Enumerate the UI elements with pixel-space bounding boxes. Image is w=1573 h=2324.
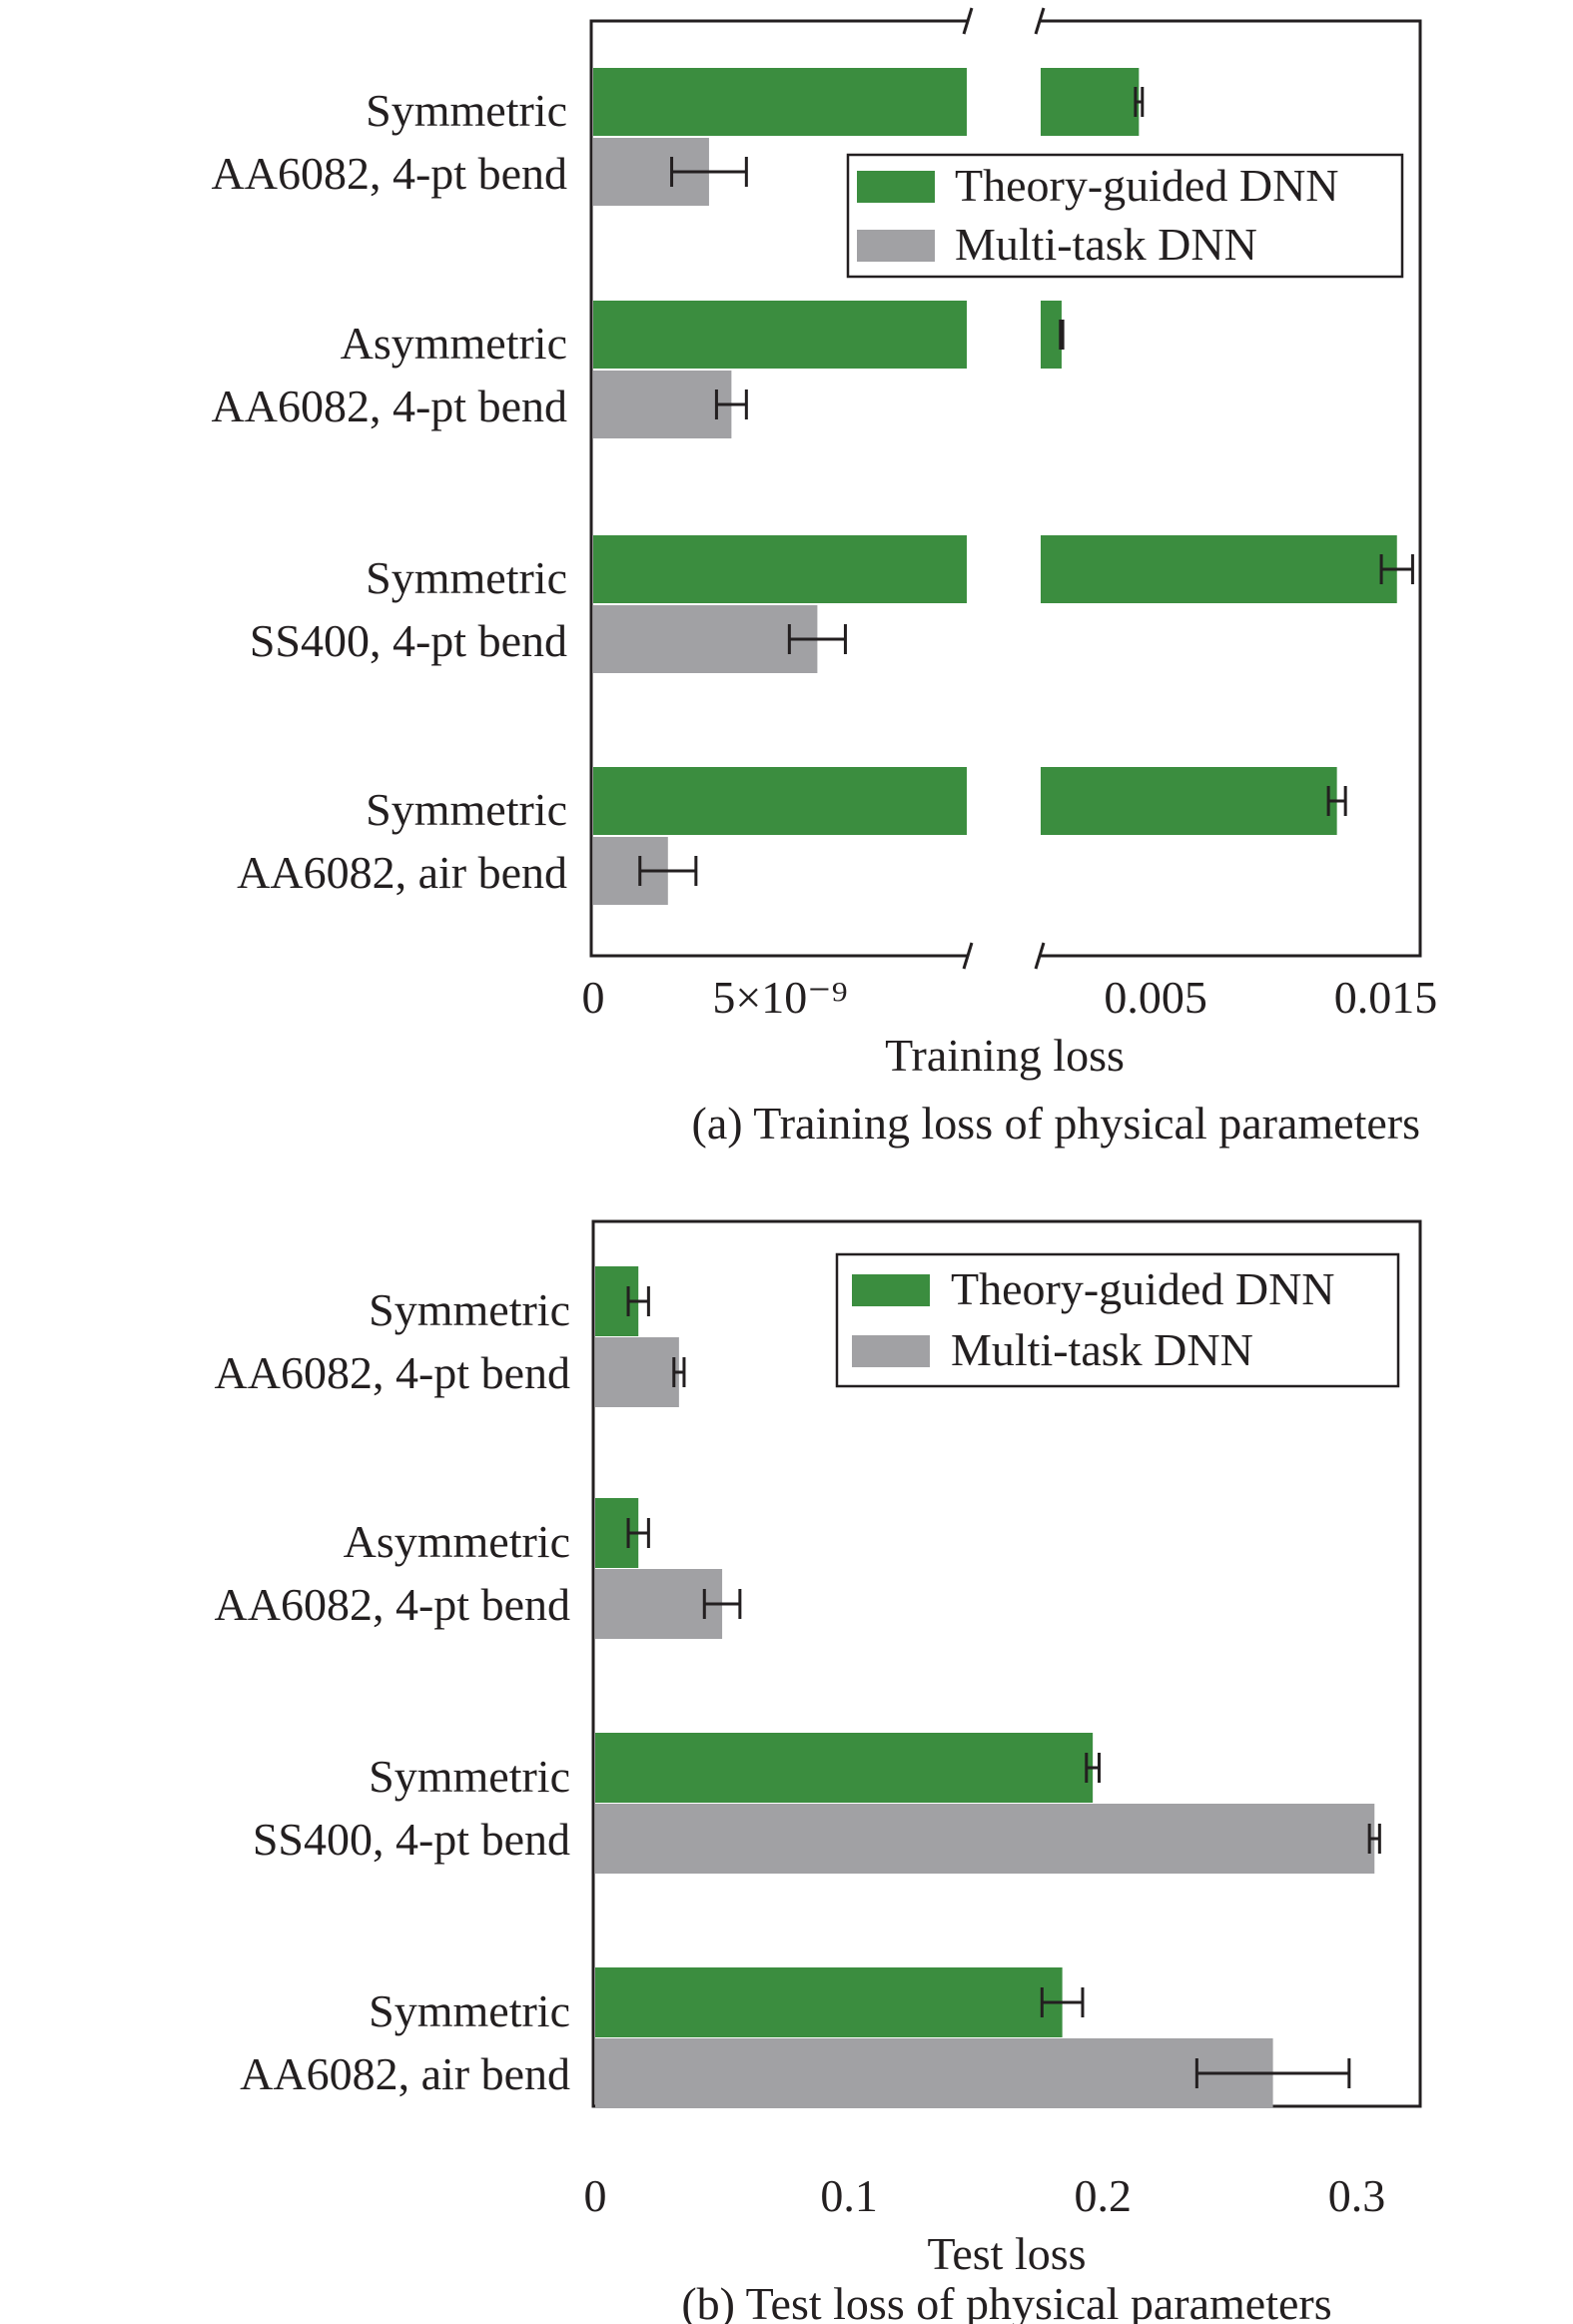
panel-a-multitask-error-3 <box>638 856 698 886</box>
panel-b-theory-bar-3 <box>595 1967 1063 2037</box>
panel-b-legend-swatch-theory <box>852 1274 930 1306</box>
panel-b-category-label-2-line-1: SS400, 4-pt bend <box>253 1814 570 1865</box>
panel-b-multitask-error-0 <box>672 1357 686 1387</box>
panel-b-theory-bar-2 <box>595 1733 1094 1803</box>
panel-a-axis-break-gap-bottom <box>967 949 1039 963</box>
panel-a-category-label-3-line-1: AA6082, air bend <box>237 847 567 898</box>
panel-b-category-label-2-line-0: Symmetric <box>369 1751 570 1802</box>
panel-a-theory-error-1 <box>1059 320 1065 350</box>
panel-a-category-labels: Symmetric AA6082, 4-pt bend Asymmetric AA60… <box>212 85 567 898</box>
panel-a-theory-error-0 <box>1134 87 1145 117</box>
panel-b-category-label-1-line-0: Asymmetric <box>344 1516 570 1567</box>
panel-a-x-axis-label: Training loss <box>885 1030 1125 1081</box>
panel-a-caption: (a) Training loss of physical parameters <box>692 1098 1420 1149</box>
panel-b-multitask-error-1 <box>702 1589 742 1619</box>
panel-a-multitask-error-0 <box>670 157 748 187</box>
panel-a-theory-error-3 <box>1326 786 1347 816</box>
panel-a-theory-error-2 <box>1379 554 1414 584</box>
panel-a-x-ticks: 0 5×10⁻⁹ 0.005 0.015 <box>582 972 1438 1023</box>
panel-b-test-loss: Symmetric AA6082, 4-pt bend Asymmetric AA60… <box>215 1219 1422 2324</box>
panel-a-x-tick-1: 5×10⁻⁹ <box>712 972 847 1023</box>
panel-b-theory-error-2 <box>1085 1753 1101 1783</box>
panel-b-legend: Theory-guided DNN Multi-task DNN <box>835 1252 1400 1388</box>
panel-a-category-label-3-line-0: Symmetric <box>366 784 567 835</box>
panel-b-theory-error-1 <box>626 1518 650 1548</box>
panel-a-category-label-1-line-0: Asymmetric <box>341 318 567 369</box>
panel-b-category-label-0-line-0: Symmetric <box>369 1284 570 1335</box>
panel-b-multitask-bar-1 <box>595 1569 723 1639</box>
panel-b-x-axis-label: Test loss <box>927 2228 1086 2279</box>
panel-a-axis-break-gap-top <box>967 14 1039 28</box>
panel-a-legend-swatch-theory <box>857 171 935 203</box>
panel-b-x-tick-3: 0.3 <box>1328 2170 1386 2221</box>
panel-b-legend-swatch-multitask <box>852 1335 930 1367</box>
panel-b-x-tick-1: 0.1 <box>820 2170 878 2221</box>
panel-a-multitask-error-2 <box>787 624 847 654</box>
panel-a-axis-break-marks <box>962 7 1046 970</box>
panel-b-category-label-0-line-1: AA6082, 4-pt bend <box>215 1347 570 1398</box>
panel-b-caption: (b) Test loss of physical parameters <box>681 2278 1331 2324</box>
panel-a-category-label-1-line-1: AA6082, 4-pt bend <box>212 381 567 431</box>
panel-a-category-label-2-line-0: Symmetric <box>366 552 567 603</box>
panel-a-multitask-bar-1 <box>593 371 732 438</box>
panel-a-multitask-bar-2 <box>593 605 818 673</box>
panel-b-legend-box <box>835 1252 1400 1388</box>
panel-a-category-label-0-line-1: AA6082, 4-pt bend <box>212 148 567 199</box>
panel-b-category-label-3-line-1: AA6082, air bend <box>240 2048 570 2099</box>
panel-b-theory-error-3 <box>1040 1987 1085 2017</box>
panel-a-legend-box <box>846 153 1404 279</box>
panel-b-legend-label-theory: Theory-guided DNN <box>951 1263 1335 1314</box>
panel-a-bars <box>593 68 1414 905</box>
panel-b-legend-label-multitask: Multi-task DNN <box>951 1324 1253 1375</box>
panel-a-theory-bar-left-1 <box>593 301 967 369</box>
panel-b-theory-error-0 <box>626 1286 650 1316</box>
panel-a-theory-bar-right-1 <box>1041 301 1062 369</box>
panel-a-x-tick-3: 0.015 <box>1334 972 1438 1023</box>
panel-a-theory-bar-right-2 <box>1041 535 1397 603</box>
panel-a-category-label-2-line-1: SS400, 4-pt bend <box>250 615 567 666</box>
panel-a-theory-bar-left-3 <box>593 767 967 835</box>
panel-b-x-ticks: 0 0.1 0.2 0.3 <box>584 2170 1386 2221</box>
panel-a-theory-bar-left-0 <box>593 68 967 136</box>
panel-b-category-labels: Symmetric AA6082, 4-pt bend Asymmetric AA60… <box>215 1284 570 2099</box>
panel-b-multitask-error-2 <box>1367 1824 1381 1854</box>
panel-a-x-tick-2: 0.005 <box>1104 972 1207 1023</box>
panel-a-theory-bar-left-2 <box>593 535 967 603</box>
panel-b-multitask-error-3 <box>1194 2058 1351 2088</box>
panel-a-legend-swatch-multitask <box>857 230 935 262</box>
panel-a-category-label-0-line-0: Symmetric <box>366 85 567 136</box>
panel-b-multitask-bar-0 <box>595 1337 679 1407</box>
panel-b-category-label-1-line-1: AA6082, 4-pt bend <box>215 1579 570 1630</box>
panel-b-multitask-bar-3 <box>595 2038 1273 2108</box>
panel-b-x-tick-0: 0 <box>584 2170 607 2221</box>
panel-a-theory-bar-right-3 <box>1041 767 1337 835</box>
panel-b-category-label-3-line-0: Symmetric <box>369 1985 570 2036</box>
panel-b-multitask-bar-2 <box>595 1804 1375 1874</box>
panel-a-legend: Theory-guided DNN Multi-task DNN <box>846 153 1404 279</box>
panel-b-x-tick-2: 0.2 <box>1075 2170 1133 2221</box>
panel-a-x-tick-0: 0 <box>582 972 605 1023</box>
panel-b-bars <box>595 1266 1381 2108</box>
panel-a-theory-bar-right-0 <box>1041 68 1140 136</box>
panel-a-legend-label-theory: Theory-guided DNN <box>955 160 1339 211</box>
panel-a-multitask-error-1 <box>714 389 748 419</box>
panel-a-legend-label-multitask: Multi-task DNN <box>955 219 1257 270</box>
panel-a-training-loss: Symmetric AA6082, 4-pt bend Asymmetric AA60… <box>212 7 1438 1149</box>
